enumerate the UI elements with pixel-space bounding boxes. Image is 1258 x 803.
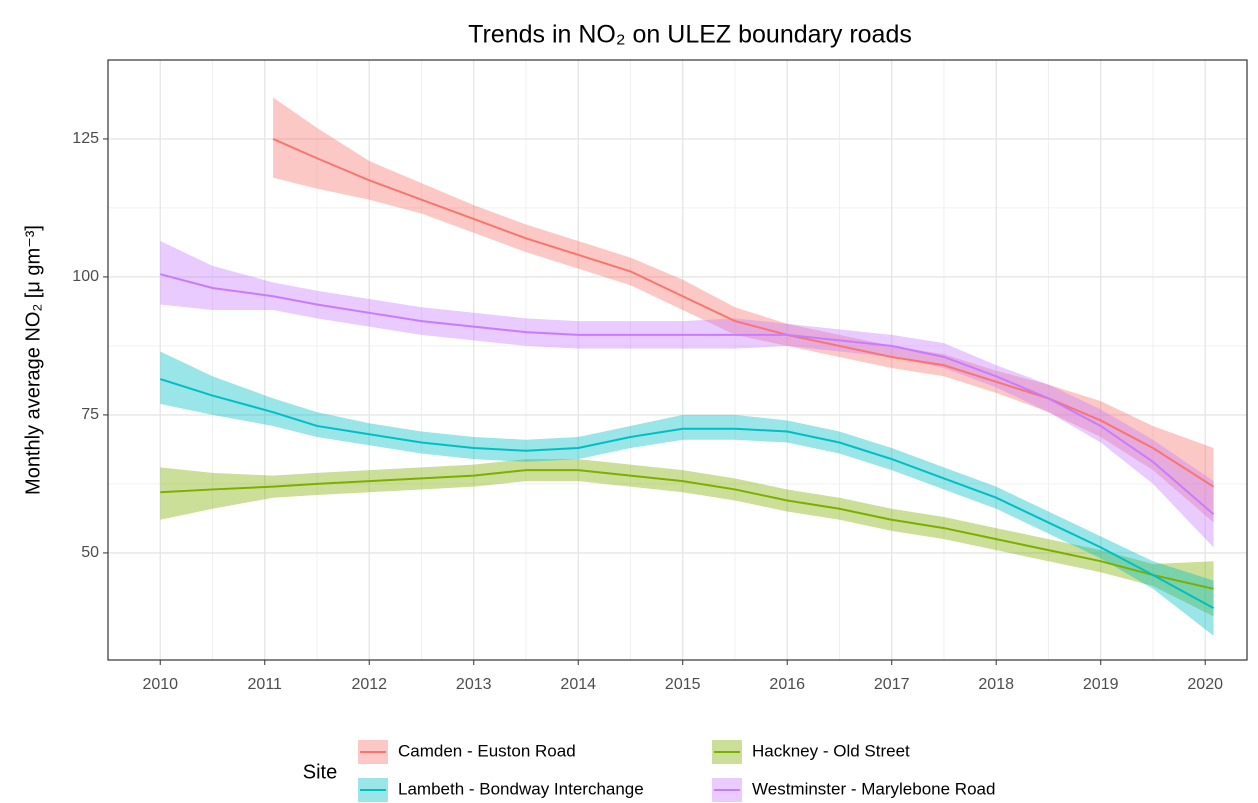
y-axis-title: Monthly average NO₂ [μ gm⁻³] — [22, 225, 44, 495]
x-tick-label: 2017 — [874, 676, 910, 693]
y-tick-label: 50 — [81, 544, 99, 561]
x-tick-label: 2015 — [665, 676, 701, 693]
confidence-band — [160, 351, 1214, 636]
x-tick-label: 2011 — [248, 676, 283, 693]
line — [160, 469, 1214, 590]
x-tick-label: 2016 — [769, 676, 805, 693]
x-tick-label: 2020 — [1187, 676, 1223, 693]
legend-label: Camden - Euston Road — [398, 741, 576, 760]
plot-border — [107, 59, 1248, 661]
legend-title: Site — [303, 761, 337, 783]
confidence-band — [273, 97, 1214, 523]
line — [159, 273, 1215, 516]
y-tick-label: 75 — [81, 406, 99, 423]
legend-label: Westminster - Marylebone Road — [752, 779, 995, 798]
x-tick-label: 2013 — [456, 676, 492, 693]
y-tick-label: 100 — [72, 268, 99, 285]
y-tick-label: 125 — [72, 130, 99, 147]
confidence-band — [160, 459, 1214, 617]
x-tick-label: 2012 — [351, 676, 387, 693]
confidence-band — [160, 241, 1214, 548]
x-tick-label: 2018 — [978, 676, 1014, 693]
x-tick-label: 2019 — [1083, 676, 1119, 693]
legend-label: Lambeth - Bondway Interchange — [398, 779, 644, 798]
legend-label: Hackney - Old Street — [752, 741, 910, 760]
x-tick-label: 2010 — [142, 676, 178, 693]
chart-title: Trends in NO₂ on ULEZ boundary roads — [468, 21, 912, 49]
x-tick-label: 2014 — [560, 676, 596, 693]
line — [159, 378, 1215, 609]
